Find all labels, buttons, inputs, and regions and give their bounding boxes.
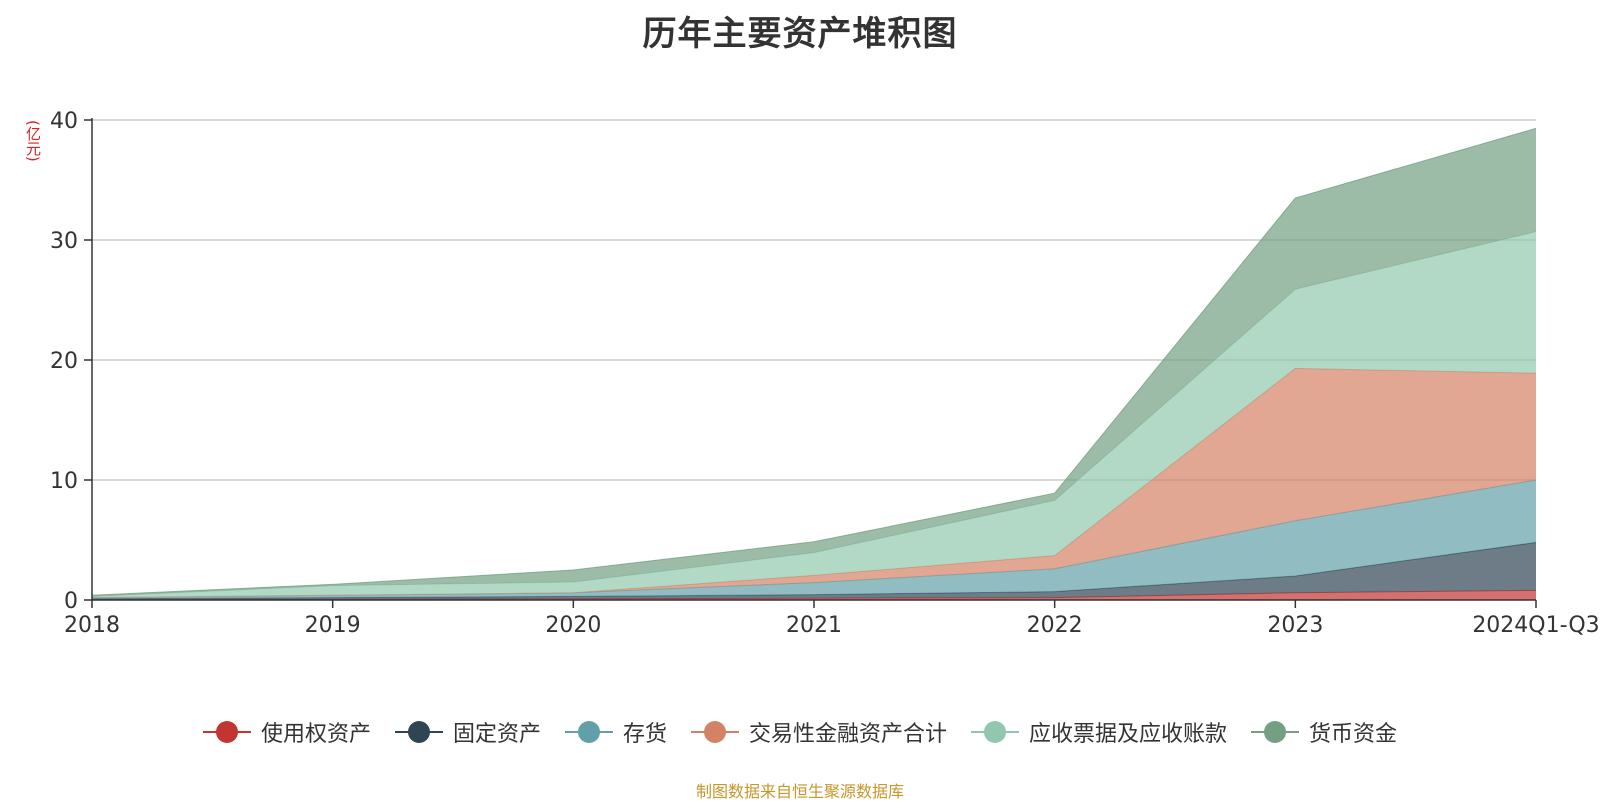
x-tick-label-2024q1-q3: 2024Q1-Q3 [1472,613,1599,638]
x-tick-label-2023: 2023 [1267,613,1323,638]
area-series-2 [92,542,1536,600]
legend-item-3[interactable]: 存货 [564,716,667,748]
y-tick-label-40: 40 [50,109,78,134]
legend-swatch-icon [1251,720,1300,744]
area-series-3 [92,480,1536,599]
legend-label: 存货 [622,722,667,747]
legend-swatch-icon [971,720,1020,744]
line-series-6 [91,127,1537,596]
y-tick-label-0: 0 [64,589,78,614]
x-tick-label-2018: 2018 [64,613,120,638]
area-series-1 [92,590,1536,600]
legend-label: 使用权资产 [260,722,371,747]
legend-item-6[interactable]: 货币资金 [1251,716,1397,748]
legend-label: 固定资产 [452,722,541,747]
legend-label: 应收票据及应收账款 [1029,722,1228,747]
legend-item-2[interactable]: 固定资产 [394,716,541,748]
legend-swatch-icon [564,720,613,744]
legend-item-1[interactable]: 使用权资产 [202,716,371,748]
legend-swatch-icon [394,720,443,744]
y-tick-label-30: 30 [50,229,78,254]
legend-item-5[interactable]: 应收票据及应收账款 [971,716,1227,748]
y-tick-label-10: 10 [50,469,78,494]
area-series-5 [92,231,1536,598]
area-series-6 [92,128,1536,597]
area-series-4 [92,368,1536,598]
stacked-area-chart: 0 10 20 30 40 2018 2019 2020 2021 2022 2023 2024Q1-… [50,109,1600,638]
y-tick-label-20: 20 [50,349,78,374]
legend-label: 交易性金融资产合计 [749,722,948,747]
legend-swatch-icon [202,720,251,744]
chart-title: 历年主要资产堆积图 [642,14,958,54]
chart-legend: 使用权资产 固定资产 存货 交易性金融资产合计 应收票据及应收账款 货币资金 [0,716,1600,748]
legend-item-4[interactable]: 交易性金融资产合计 [691,716,947,748]
legend-swatch-icon [691,720,739,744]
x-tick-label-2020: 2020 [545,613,601,638]
legend-label: 货币资金 [1309,722,1398,747]
x-tick-label-2021: 2021 [786,613,842,638]
data-source-note: 制图数据来自恒生聚源数据库 [695,782,904,801]
x-tick-label-2022: 2022 [1027,613,1083,638]
x-tick-label-2019: 2019 [305,613,361,638]
y-axis-unit-label: (亿元) [24,120,42,162]
